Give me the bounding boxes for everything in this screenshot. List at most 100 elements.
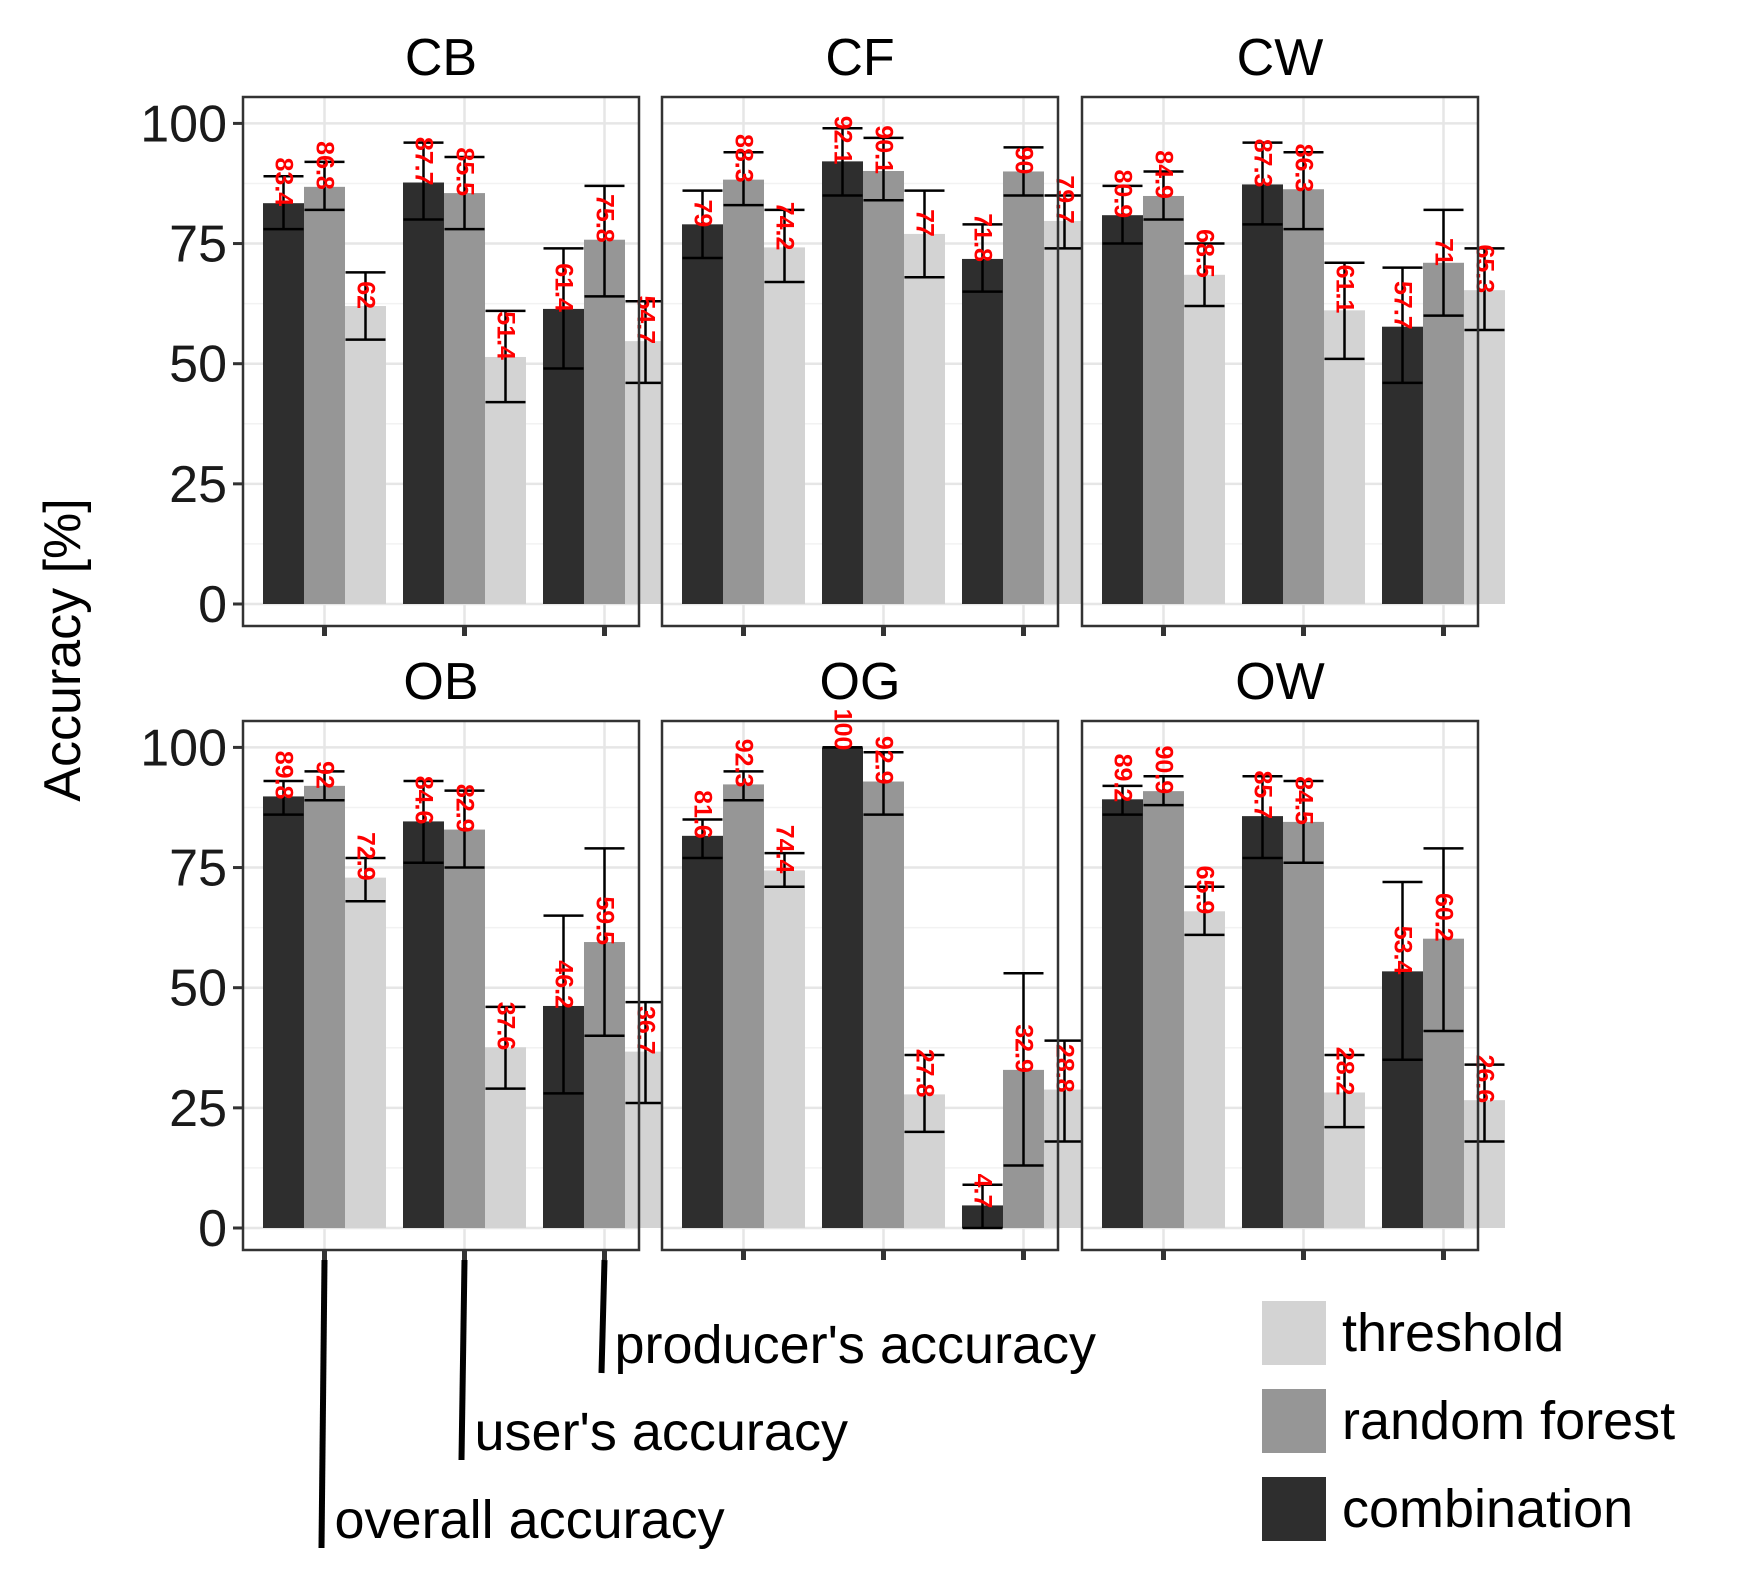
bar-ob-user-s-accuracy-combination (403, 821, 444, 1228)
value-label: 59.5 (591, 896, 619, 945)
annotation-line-overall-accuracy (318, 1259, 328, 1549)
bar-ob-user-s-accuracy-random-forest (444, 829, 485, 1228)
error-bar (1143, 170, 1184, 221)
value-label: 92.3 (730, 739, 758, 788)
error-bar (584, 184, 625, 298)
value-label: 61.1 (1331, 265, 1359, 314)
error-bar (682, 818, 723, 860)
value-label: 85.5 (451, 147, 479, 196)
value-label: 74.2 (771, 202, 799, 251)
bar-cf-producer-s-accuracy-random-forest (1003, 171, 1044, 604)
bar-cw-overall-accuracy-combination (1102, 215, 1143, 605)
value-label: 92 (311, 761, 339, 789)
error-bar (543, 914, 584, 1095)
bar-cb-user-s-accuracy-random-forest (444, 193, 485, 604)
error-bar (263, 175, 304, 231)
legend-swatch-threshold (1262, 1301, 1326, 1365)
error-bar (304, 770, 345, 802)
value-label: 37.6 (492, 1002, 520, 1051)
bar-cw-overall-accuracy-threshold (1184, 274, 1225, 604)
legend-swatch-combination (1262, 1477, 1326, 1541)
y-tick-label: 100 (140, 719, 227, 777)
bar-og-overall-accuracy-threshold (764, 870, 805, 1228)
bar-cf-user-s-accuracy-random-forest (863, 170, 904, 604)
bar-cb-overall-accuracy-threshold (345, 306, 386, 604)
error-bar (345, 856, 386, 903)
value-label: 89.8 (270, 751, 298, 800)
error-bar (962, 223, 1003, 293)
error-bar (1464, 1063, 1505, 1143)
y-tick-label: 25 (169, 456, 227, 514)
bar-cf-user-s-accuracy-combination (822, 161, 863, 604)
error-bar (345, 271, 386, 341)
value-label: 65.9 (1191, 866, 1219, 915)
bar-cw-user-s-accuracy-combination (1242, 184, 1283, 604)
value-label: 26.6 (1471, 1054, 1499, 1103)
value-label: 90.1 (870, 125, 898, 174)
value-label: 83.4 (270, 158, 298, 207)
error-bar (904, 1053, 945, 1134)
value-label: 60.2 (1430, 893, 1458, 942)
value-label: 87.7 (410, 137, 438, 186)
y-tick-label: 0 (198, 576, 227, 634)
bar-ow-user-s-accuracy-random-forest (1283, 821, 1324, 1228)
value-label: 89.2 (1109, 754, 1137, 803)
panel-ob: 89.8 92 72.9 84.6 82.9 37.6 46.2 59.5 36.7 OB 0 25 5… (140, 653, 666, 1260)
value-label: 88.3 (730, 134, 758, 183)
error-bar (723, 150, 764, 207)
error-bar (723, 770, 764, 802)
error-bar (863, 750, 904, 816)
bar-og-overall-accuracy-random-forest (723, 784, 764, 1228)
bar-ob-overall-accuracy-random-forest (304, 785, 345, 1228)
error-bar (1102, 184, 1143, 245)
bar-cb-overall-accuracy-combination (263, 203, 304, 604)
value-label: 71 (1430, 238, 1458, 266)
bar-cw-user-s-accuracy-random-forest (1283, 189, 1324, 605)
error-bar (822, 126, 863, 197)
error-bar (444, 155, 485, 231)
panel-title: OW (1235, 653, 1325, 711)
facet-panels: 83.4 86.8 62 87.7 85.5 51.4 61.4 75.8 54.7 CB 0 25 5… (140, 29, 1505, 1260)
bar-cf-producer-s-accuracy-combination (962, 258, 1003, 604)
error-bar (584, 847, 625, 1038)
error-bar (1184, 242, 1225, 308)
error-bar (962, 1183, 1003, 1230)
value-label: 86.3 (1290, 144, 1318, 193)
annotation-overall-accuracy: overall accuracy (335, 1490, 725, 1550)
bar-og-overall-accuracy-combination (682, 835, 723, 1228)
bar-cb-producer-s-accuracy-random-forest (584, 239, 625, 604)
value-label: 65.3 (1471, 244, 1499, 293)
y-tick-label: 75 (169, 840, 227, 898)
value-label: 68.5 (1191, 229, 1219, 278)
bar-og-user-s-accuracy-combination (822, 747, 863, 1228)
value-label: 90.9 (1150, 745, 1178, 794)
error-bar (904, 189, 945, 279)
error-bar (1143, 774, 1184, 807)
error-bar (403, 141, 444, 221)
error-bar (863, 136, 904, 202)
value-label: 100 (829, 709, 857, 751)
annotation-line-producer-s-accuracy (598, 1259, 608, 1374)
value-label: 61.4 (550, 263, 578, 312)
bar-cf-overall-accuracy-random-forest (723, 179, 764, 605)
bar-cf-overall-accuracy-threshold (764, 247, 805, 604)
error-bar (1242, 141, 1283, 226)
bar-cf-overall-accuracy-combination (682, 224, 723, 605)
error-bar (1423, 847, 1464, 1033)
panel-title: OB (403, 653, 478, 711)
panel-border (241, 95, 641, 628)
bar-cw-producer-s-accuracy-random-forest (1423, 262, 1464, 604)
bar-cb-producer-s-accuracy-threshold (625, 341, 666, 604)
error-bar (764, 851, 805, 889)
error-bar (764, 208, 805, 284)
value-label: 92.9 (870, 736, 898, 785)
error-bar (1324, 261, 1365, 361)
value-label: 51.4 (492, 311, 520, 360)
error-bar (1283, 779, 1324, 864)
error-bar (1283, 150, 1324, 231)
y-tick-label: 25 (169, 1080, 227, 1138)
value-label: 4.7 (969, 1174, 997, 1209)
bar-ow-overall-accuracy-random-forest (1143, 791, 1184, 1228)
error-bar (403, 779, 444, 864)
bar-ow-overall-accuracy-threshold (1184, 911, 1225, 1228)
